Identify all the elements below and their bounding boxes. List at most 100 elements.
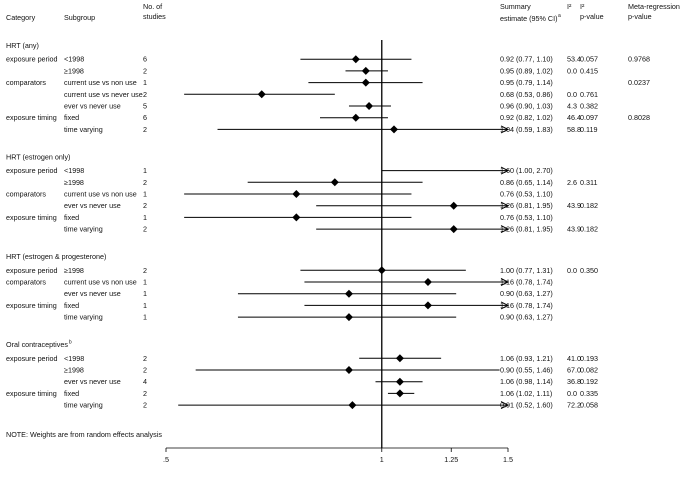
row-subgroup: current use vs non use: [64, 190, 137, 199]
point-estimate: [351, 55, 360, 64]
point-estimate: [449, 201, 458, 210]
header-meta-line1: Meta-regression: [628, 2, 680, 11]
row-category: exposure period: [6, 166, 58, 175]
forest-row: exposure period <1998 6 0.92 (0.77, 1.10) 53…: [6, 55, 650, 64]
header-studies-line1: No. of: [143, 2, 162, 11]
row-n-studies: 2: [143, 201, 147, 210]
forest-row: comparators current use vs non use 1 0.95 (…: [6, 78, 650, 87]
point-estimate: [423, 278, 432, 286]
row-subgroup: fixed: [64, 389, 79, 398]
forest-row: current use vs never use 2 0.68 (0.53, 0.8…: [64, 90, 598, 99]
section-title: Oral contraceptives: [6, 340, 68, 349]
x-tick-label: .5: [163, 455, 169, 464]
forest-row: ever vs never use 1 0.90 (0.63, 1.27): [64, 289, 553, 298]
row-n-studies: 1: [143, 301, 147, 310]
row-category: exposure timing: [6, 389, 57, 398]
row-subgroup: ≥1998: [64, 66, 84, 75]
section: Oral contraceptives b exposure period <1998…: [6, 340, 598, 410]
point-estimate: [449, 225, 458, 234]
row-estimate-text: 0.95 (0.89, 1.02): [500, 66, 553, 75]
row-subgroup: ever vs never use: [64, 289, 121, 298]
forest-row: time varying 1 0.90 (0.63, 1.27): [64, 313, 553, 322]
forest-row: comparators current use vs non use 1 1.16 (…: [6, 278, 553, 287]
row-subgroup: ≥1998: [64, 178, 84, 187]
row-i2-pvalue: 0.382: [580, 102, 598, 111]
note-text: NOTE: Weights are from random effects an…: [6, 430, 162, 439]
forest-row: ≥1998 2 0.90 (0.55, 1.46) 67.0 0.082: [64, 366, 598, 375]
row-i2-pvalue: 0.058: [580, 401, 598, 410]
row-i2: 0.0: [567, 90, 577, 99]
footer-note: NOTE: Weights are from random effects an…: [6, 430, 162, 439]
point-estimate: [389, 125, 398, 134]
forest-rows: HRT (any) exposure period <1998 6 0.92 (0.77…: [6, 41, 650, 410]
section-title: HRT (estrogen only): [6, 152, 70, 161]
row-n-studies: 5: [143, 102, 147, 111]
row-n-studies: 4: [143, 377, 147, 386]
forest-row: exposure timing fixed 6 0.92 (0.82, 1.02) 46…: [6, 113, 650, 122]
row-category: comparators: [6, 190, 46, 199]
row-estimate-text: 0.76 (0.53, 1.10): [500, 213, 553, 222]
row-subgroup: ≥1998: [64, 366, 84, 375]
section-title-sup: b: [69, 340, 72, 346]
forest-row: ever vs never use 5 0.96 (0.90, 1.03) 4.3 0.…: [64, 102, 598, 111]
forest-row: time varying 2 1.04 (0.59, 1.83) 58.8 0.119: [64, 125, 597, 134]
point-estimate: [361, 78, 370, 87]
row-n-studies: 2: [143, 401, 147, 410]
row-subgroup: current use vs non use: [64, 278, 137, 287]
row-estimate-text: 0.90 (0.63, 1.27): [500, 289, 553, 298]
x-tick-label: 1.5: [503, 455, 513, 464]
row-estimate-text: 0.76 (0.53, 1.10): [500, 190, 553, 199]
ci-arrow-right: [500, 301, 510, 310]
header-subgroup: Subgroup: [64, 13, 95, 22]
row-i2-pvalue: 0.057: [580, 55, 598, 64]
row-subgroup: time varying: [64, 401, 103, 410]
header-i2p-line2: p-value: [580, 12, 604, 21]
forest-row: exposure period <1998 2 1.06 (0.93, 1.21) 41…: [6, 354, 598, 363]
row-category: exposure timing: [6, 113, 57, 122]
row-i2: 0.0: [567, 66, 577, 75]
forest-row: time varying 2 1.26 (0.81, 1.95) 43.9 0.182: [64, 225, 598, 234]
row-subgroup: <1998: [64, 354, 84, 363]
row-i2-pvalue: 0.082: [580, 366, 598, 375]
point-estimate: [330, 178, 339, 187]
forest-row: ever vs never use 4 1.06 (0.98, 1.14) 36.8 0…: [64, 377, 598, 386]
forest-row: exposure timing fixed 1 0.76 (0.53, 1.10): [6, 213, 553, 222]
point-estimate: [292, 190, 301, 198]
header-estimate-sup: a: [558, 13, 561, 19]
row-i2: 72.2: [567, 401, 581, 410]
row-subgroup: time varying: [64, 125, 103, 134]
row-category: exposure timing: [6, 301, 57, 310]
row-i2-pvalue: 0.193: [580, 354, 598, 363]
row-i2-pvalue: 0.335: [580, 389, 598, 398]
row-estimate-text: 0.90 (0.63, 1.27): [500, 313, 553, 322]
forest-row: ≥1998 2 0.86 (0.65, 1.14) 2.6 0.311: [64, 178, 597, 187]
row-n-studies: 2: [143, 354, 147, 363]
row-subgroup: ≥1998: [64, 266, 84, 275]
row-estimate-text: 1.16 (0.78, 1.74): [500, 301, 553, 310]
row-subgroup: current use vs never use: [64, 90, 143, 99]
row-estimate-text: 1.06 (1.02, 1.11): [500, 389, 552, 398]
row-i2: 0.0: [567, 389, 577, 398]
row-n-studies: 2: [143, 366, 147, 375]
forest-row: comparators current use vs non use 1 0.76 (…: [6, 190, 553, 199]
row-i2-pvalue: 0.761: [580, 90, 598, 99]
row-subgroup: time varying: [64, 225, 103, 234]
row-n-studies: 2: [143, 125, 147, 134]
header-studies-line2: studies: [143, 12, 166, 21]
section: HRT (estrogen & progesterone) exposure pe…: [6, 252, 598, 322]
row-i2: 46.4: [567, 113, 581, 122]
row-n-studies: 1: [143, 78, 147, 87]
forest-row: exposure timing fixed 1 1.16 (0.78, 1.74): [6, 301, 553, 310]
row-n-studies: 2: [143, 178, 147, 187]
row-estimate-text: 0.95 (0.79, 1.14): [500, 78, 553, 87]
row-i2: 2.6: [567, 178, 577, 187]
header-estimate-line1: Summary: [500, 2, 531, 11]
row-category: exposure period: [6, 266, 58, 275]
row-n-studies: 1: [143, 213, 147, 222]
row-estimate-text: 1.16 (0.78, 1.74): [500, 278, 553, 287]
row-estimate-text: 1.04 (0.59, 1.83): [500, 125, 553, 134]
row-category: exposure period: [6, 354, 58, 363]
point-estimate: [348, 401, 357, 410]
row-i2: 53.4: [567, 55, 581, 64]
row-estimate-text: 0.68 (0.53, 0.86): [500, 90, 553, 99]
